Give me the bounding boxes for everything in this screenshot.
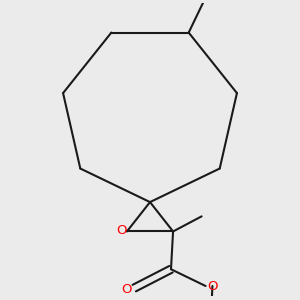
Text: O: O xyxy=(121,283,132,296)
Text: O: O xyxy=(207,280,218,293)
Text: O: O xyxy=(116,224,126,237)
